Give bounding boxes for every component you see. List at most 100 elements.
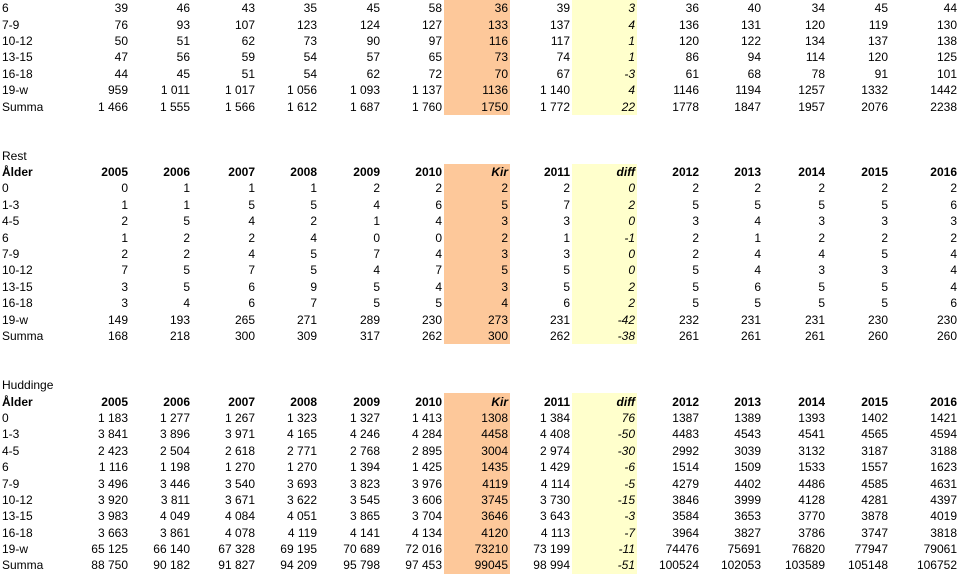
row-label-cell: 7-9 [2, 476, 20, 491]
value-cell: 3 896 [159, 427, 190, 442]
value-cell: 1 413 [411, 410, 442, 425]
table-row: Summa 88 750 90 182 91 827 94 209 95 798 97 45… [0, 557, 959, 574]
value-cell: 6 [563, 296, 570, 311]
value-cell: 97 [428, 33, 442, 48]
value-cell: 107 [234, 17, 255, 32]
value-cell: 230 [936, 312, 957, 327]
value-cell: 136 [678, 17, 699, 32]
value-cell: 1 760 [411, 99, 442, 114]
value-cell: 59 [241, 50, 255, 65]
value-cell: 0 [572, 245, 637, 263]
value-cell: 1 198 [159, 460, 190, 475]
value-cell: 2 895 [411, 443, 442, 458]
value-cell: 3 971 [224, 427, 255, 442]
row-label-cell: 1-3 [2, 427, 20, 442]
value-cell: 2 [692, 230, 699, 245]
value-cell: 2992 [672, 443, 699, 458]
value-cell: 45 [874, 1, 888, 16]
value-cell: 2 504 [159, 443, 190, 458]
value-cell: 36 [444, 0, 510, 17]
value-cell: 57 [366, 50, 380, 65]
row-label-cell: 19-w [2, 83, 29, 98]
value-cell: 91 [874, 66, 888, 81]
value-cell: 231 [804, 312, 825, 327]
value-cell: 4 [248, 214, 255, 229]
value-cell: 5 [563, 263, 570, 278]
value-cell: 4128 [798, 492, 825, 507]
value-cell: 39 [114, 1, 128, 16]
value-cell: 119 [868, 17, 888, 32]
column-header: 2015 [861, 394, 888, 409]
value-cell: 3 663 [97, 525, 128, 540]
table-row: Summa 1 466 1 555 1 566 1 612 1 687 1 760 1750 1… [0, 98, 959, 115]
value-cell: 3 643 [539, 509, 570, 524]
section-title-row: Rest [0, 148, 959, 164]
value-cell: 95 798 [343, 558, 380, 573]
row-label-cell: 0 [2, 181, 9, 196]
value-cell: 5 [881, 247, 888, 262]
row-label-cell: 10-12 [2, 492, 33, 507]
value-cell: 68 [747, 66, 761, 81]
value-cell: 1 [310, 181, 317, 196]
value-cell: 6 [950, 197, 957, 212]
row-label-cell: 7-9 [2, 17, 20, 32]
value-cell: 94 [747, 50, 761, 65]
value-cell: 62 [366, 66, 380, 81]
value-cell: 1 687 [349, 99, 380, 114]
value-cell: 1 429 [539, 460, 570, 475]
value-cell: 1 270 [224, 460, 255, 475]
value-cell: 1 [121, 197, 128, 212]
value-cell: 3 [572, 0, 637, 17]
value-cell: 1 [121, 230, 128, 245]
column-header: Kir [444, 393, 510, 410]
value-cell: 218 [169, 329, 190, 343]
value-cell: 1514 [672, 460, 699, 475]
row-label-cell: 16-18 [2, 296, 33, 311]
value-cell: 2 [435, 181, 442, 196]
row-label-cell: 1-3 [2, 197, 20, 212]
value-cell: 4 051 [286, 509, 317, 524]
value-cell: 1332 [861, 83, 888, 98]
value-cell: 120 [867, 50, 888, 65]
table-row: 6 1 116 1 198 1 270 1 270 1 394 1 425 1435 1 429… [0, 458, 959, 476]
value-cell: 74 [556, 50, 570, 65]
value-cell: 4 246 [349, 427, 380, 442]
column-header: 2007 [228, 165, 255, 180]
value-cell: 4281 [861, 492, 888, 507]
value-cell: 261 [678, 329, 699, 343]
value-cell: 4402 [734, 476, 761, 491]
value-cell: 4 119 [287, 525, 317, 540]
value-cell: 74476 [665, 542, 699, 557]
value-cell: 105148 [847, 558, 888, 573]
value-cell: 39 [556, 1, 570, 16]
value-cell: 4486 [798, 476, 825, 491]
value-cell: 1 270 [286, 460, 317, 475]
value-cell: 2 [121, 214, 128, 229]
column-header: 2012 [672, 394, 699, 409]
value-cell: 3 [950, 214, 957, 229]
value-cell: 2 [444, 229, 510, 246]
row-label-cell: 10-12 [2, 263, 33, 278]
value-cell: 5 [435, 296, 442, 311]
value-cell: 1 327 [349, 410, 380, 425]
value-cell: 4 [754, 263, 761, 278]
row-label-cell: Summa [2, 329, 44, 343]
value-cell: 230 [867, 312, 888, 327]
value-cell: 79061 [923, 542, 957, 557]
column-header: 2008 [290, 165, 317, 180]
value-cell: 1387 [672, 410, 699, 425]
value-cell: 77947 [854, 542, 888, 557]
value-cell: 2076 [861, 99, 888, 114]
value-cell: 3 446 [159, 476, 190, 491]
value-cell: 5 [444, 262, 510, 279]
row-label-cell: 4-5 [2, 214, 20, 229]
value-cell: 265 [234, 312, 255, 327]
value-cell: 1308 [444, 409, 510, 427]
value-cell: 3745 [444, 491, 510, 509]
value-cell: 4 [183, 296, 190, 311]
value-cell: 98 994 [533, 558, 570, 573]
column-header: 2007 [228, 394, 255, 409]
value-cell: 46 [176, 1, 190, 16]
value-cell: 168 [107, 329, 128, 343]
value-cell: 2 [183, 247, 190, 262]
